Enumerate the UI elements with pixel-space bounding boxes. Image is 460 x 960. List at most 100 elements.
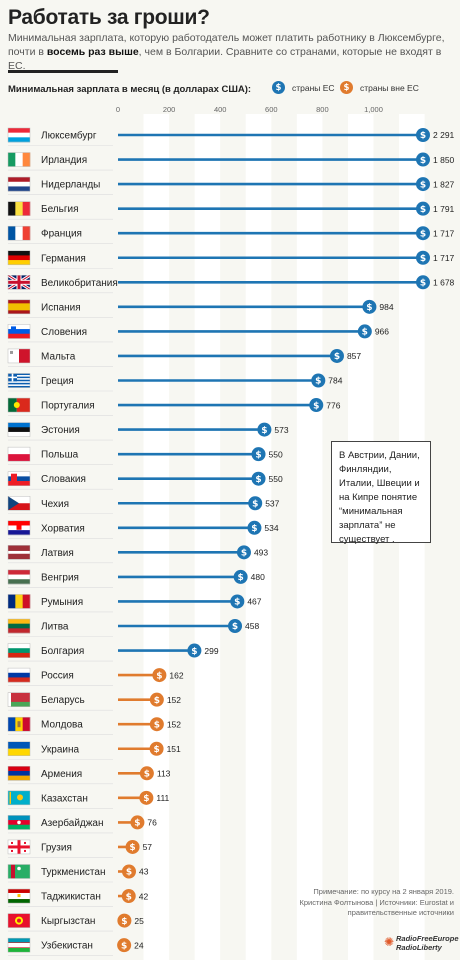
flag-border [7, 545, 31, 560]
flag-part [8, 530, 30, 536]
country-label: Азербайджан [41, 817, 104, 829]
value-label: 42 [139, 891, 149, 901]
bar-end-dollar-icon [121, 864, 136, 879]
flag-part [15, 152, 23, 167]
estonia-flag-icon [7, 422, 31, 437]
country-label: Молдова [41, 720, 83, 731]
flag-part [8, 574, 30, 580]
flag-part [8, 766, 30, 772]
value-label: 299 [204, 646, 218, 656]
luxembourg-flag-icon [7, 127, 31, 143]
czechia-flag-icon [7, 496, 31, 511]
dollar-symbol: $ [420, 180, 426, 190]
value-label: 152 [167, 695, 181, 705]
value-label: 966 [375, 327, 389, 337]
hungary-flag-icon [7, 569, 31, 585]
flag-part [8, 260, 30, 266]
flag-part [8, 333, 30, 339]
x-tick-label: 1,000 [364, 105, 383, 114]
dollar-symbol: $ [255, 475, 261, 485]
flag-part [22, 201, 31, 216]
flag-part [8, 427, 30, 433]
flag-part [8, 496, 19, 511]
flag-part [16, 398, 30, 413]
croatia-flag-icon [7, 520, 31, 536]
value-label: 534 [264, 523, 278, 533]
flag-part [8, 677, 30, 683]
ireland-flag-icon [7, 152, 31, 167]
bar-end-dollar-icon [416, 250, 430, 265]
value-label: 76 [147, 818, 157, 828]
subtitle: Минимальная зарплата, которую работодате… [8, 31, 453, 73]
bar-end-dollar-icon [230, 594, 245, 609]
flag-border [7, 299, 31, 315]
chart-row: Болгария $299 [7, 643, 219, 662]
value-label: 43 [139, 867, 149, 877]
dollar-symbol: $ [420, 156, 426, 166]
greece-flag-icon [7, 373, 31, 388]
bar-end-dollar-icon [149, 692, 164, 707]
france-flag-icon [7, 225, 31, 241]
chart-row: Латвия $493 [7, 545, 268, 564]
value-label: 550 [269, 449, 283, 459]
flag-part [8, 303, 30, 311]
value-label: 480 [251, 572, 265, 582]
azerbaijan-flag-icon [7, 815, 31, 830]
bar-end-dollar-icon [251, 447, 266, 462]
value-label: 1 717 [433, 228, 455, 238]
dollar-symbol: $ [156, 671, 162, 681]
flag-part [8, 942, 30, 948]
flag-part [13, 402, 20, 409]
flag-part [8, 373, 30, 376]
flag-part [8, 454, 30, 462]
logo-icon: ✺ [384, 935, 395, 949]
note-box: В Австрии, Дании, Финляндии, Италии, Шве… [331, 441, 431, 545]
flag-part [8, 128, 30, 133]
value-label: 1 850 [433, 155, 455, 165]
country-label: Чехия [41, 499, 69, 510]
chart-row: Туркменистан $43 [7, 864, 149, 883]
flag-part [8, 447, 30, 455]
country-label: Хорватия [41, 523, 85, 534]
value-label: 984 [379, 302, 393, 312]
country-label: Болгария [41, 646, 84, 657]
georgia-flag-icon [7, 839, 31, 855]
value-label: 537 [265, 498, 279, 508]
portugal-flag-icon [7, 397, 31, 413]
slovakia-flag-icon [7, 471, 31, 486]
country-label: Украина [41, 744, 80, 755]
footnote: Примечание: по курсу на 2 января 2019. К… [294, 887, 455, 919]
flag-part [11, 326, 16, 332]
x-tick-label: 800 [316, 105, 329, 114]
dollar-symbol: $ [315, 377, 321, 387]
country-label: Узбекистан [41, 940, 93, 952]
footnote-source: Кристина Фолтынова | Источники: Eurostat… [299, 897, 455, 918]
flag-part [8, 496, 30, 504]
flag-border [7, 888, 31, 904]
flag-border [7, 397, 31, 413]
rferl-logo: ✺ RadioFreeEurope RadioLiberty [384, 930, 459, 956]
dollar-symbol: $ [126, 892, 132, 902]
belarus-flag-icon [7, 692, 31, 707]
country-label: Россия [41, 671, 74, 682]
grid-bands [143, 114, 425, 960]
logo-line-1: RadioFreeEurope [396, 934, 459, 943]
value-label: 573 [274, 425, 288, 435]
value-label: 857 [347, 351, 361, 361]
dollar-symbol: $ [232, 622, 238, 632]
flag-border [7, 201, 31, 216]
flag-border [7, 152, 31, 167]
flag-part [8, 947, 30, 948]
chart-row: Украина $151 [7, 741, 181, 760]
flag-part [8, 152, 16, 167]
flag-part [8, 431, 30, 437]
value-label: 1 717 [433, 253, 455, 263]
chart-row: Узбекистан $24 [7, 937, 144, 956]
dollar-symbol: $ [121, 917, 127, 927]
country-label: Кыргызстан [41, 916, 95, 927]
dollar-symbol: $ [366, 303, 372, 313]
country-label: Польша [41, 450, 79, 461]
flag-border [7, 496, 31, 511]
flag-border [7, 225, 31, 241]
flag-part [11, 849, 13, 852]
